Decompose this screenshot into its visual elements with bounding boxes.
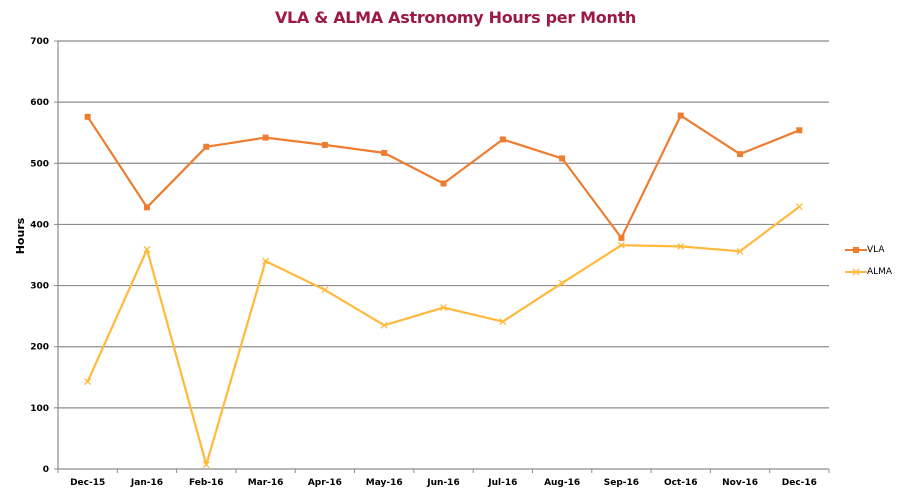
data-point-marker: [262, 257, 270, 265]
series-line-alma: [86, 205, 800, 466]
data-series: [84, 112, 803, 469]
x-tick-label: Oct-16: [664, 478, 698, 488]
x-tick-label: Feb-16: [189, 478, 224, 488]
data-point-marker: [440, 304, 447, 312]
y-tick-label: 500: [30, 159, 49, 169]
data-point-marker: [558, 279, 566, 287]
data-point-marker: [321, 141, 328, 148]
data-point-marker: [203, 143, 210, 150]
y-tick-label: 0: [43, 465, 49, 475]
data-point-marker: [440, 180, 447, 187]
data-point-marker: [84, 113, 91, 120]
data-point-marker: [380, 321, 388, 329]
data-point-marker: [499, 318, 507, 326]
x-tick-label: Sep-16: [604, 478, 639, 488]
x-tick-label: Jun-16: [426, 478, 459, 488]
data-point-marker: [677, 242, 685, 250]
data-point-marker: [143, 204, 150, 211]
legend: VLA ALMA: [845, 244, 892, 288]
axes: 0 100 200 300 400 500 600 700 Dec-15 Jan-16 Feb-16…: [30, 37, 830, 488]
legend-item-vla: VLA: [845, 244, 892, 256]
y-tick-label: 700: [30, 37, 49, 47]
x-tick-label: May-16: [366, 478, 403, 488]
x-tick-label: Dec-16: [782, 478, 817, 488]
data-point-marker: [618, 234, 625, 241]
legend-label: ALMA: [867, 267, 893, 277]
x-marker-icon: [845, 268, 867, 276]
data-point-marker: [262, 134, 269, 141]
data-point-marker: [617, 241, 625, 249]
data-point-marker: [321, 286, 329, 294]
data-point-marker: [737, 151, 744, 158]
chart-title: VLA & ALMA Astronomy Hours per Month: [274, 8, 637, 27]
x-tick-label: Apr-16: [308, 478, 342, 488]
x-tick-label: Mar-16: [248, 478, 284, 488]
data-point-marker: [796, 127, 803, 134]
y-tick-label: 300: [30, 282, 49, 292]
y-tick-label: 100: [30, 404, 49, 414]
square-marker-icon: [845, 247, 867, 253]
legend-item-alma: ALMA: [845, 266, 892, 278]
x-tick-label: Jan-16: [130, 478, 163, 488]
x-tick-label: Jul-16: [487, 478, 517, 488]
data-point-marker: [677, 112, 684, 119]
x-tick-label: Dec-15: [70, 478, 105, 488]
data-point-marker: [736, 247, 744, 255]
series-line-vla: [86, 114, 800, 239]
y-tick-label: 600: [30, 98, 49, 108]
x-tick-label: Aug-16: [544, 478, 580, 488]
data-point-marker: [143, 246, 151, 253]
data-point-marker: [559, 155, 566, 162]
gridlines: [58, 40, 829, 470]
y-axis-label: Hours: [14, 217, 27, 254]
data-point-marker: [381, 149, 388, 156]
y-tick-label: 200: [30, 343, 49, 353]
x-tick-label: Nov-16: [722, 478, 758, 488]
data-point-marker: [795, 203, 803, 211]
data-point-marker: [84, 378, 92, 386]
data-point-marker: [202, 461, 210, 469]
y-tick-label: 400: [30, 220, 49, 230]
legend-label: VLA: [867, 245, 885, 255]
data-point-marker: [499, 136, 506, 143]
